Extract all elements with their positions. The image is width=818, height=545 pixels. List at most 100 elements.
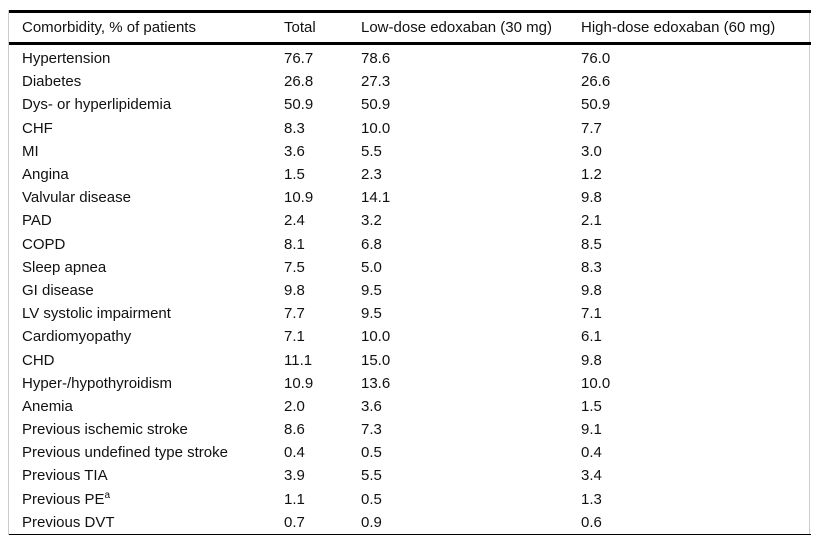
high-dose-cell: 76.0 — [581, 50, 611, 68]
table-row: MI 3.6 5.5 3.0 — [9, 140, 811, 163]
high-dose-cell: 9.8 — [581, 351, 602, 369]
low-dose-cell: 78.6 — [361, 50, 391, 68]
table-row: CHD 11.1 15.0 9.8 — [9, 348, 811, 371]
low-dose-cell: 5.5 — [361, 467, 382, 485]
total-cell: 8.1 — [284, 235, 305, 253]
total-cell: 0.7 — [284, 513, 305, 531]
high-dose-cell: 9.8 — [581, 281, 602, 299]
low-dose-cell: 0.5 — [361, 490, 382, 508]
low-dose-cell: 9.5 — [361, 305, 382, 323]
table-row: GI disease 9.8 9.5 9.8 — [9, 279, 811, 302]
total-cell: 50.9 — [284, 96, 314, 114]
total-cell: 2.0 — [284, 397, 305, 415]
table-body: Hypertension 76.7 78.6 76.0 Diabetes 26.8 27.3… — [9, 44, 811, 535]
high-dose-cell: 1.2 — [581, 166, 602, 184]
comorbidity-cell: Previous PEa — [22, 489, 111, 508]
low-dose-cell: 7.3 — [361, 421, 382, 439]
low-dose-cell: 27.3 — [361, 73, 391, 91]
total-cell: 10.9 — [284, 374, 314, 392]
table-row: Sleep apnea 7.5 5.0 8.3 — [9, 256, 811, 279]
total-cell: 7.1 — [284, 328, 305, 346]
low-dose-cell: 10.0 — [361, 119, 391, 137]
column-header-low-dose: Low-dose edoxaban (30 mg) — [348, 10, 568, 45]
table-row: Previous TIA 3.9 5.5 3.4 — [9, 464, 811, 487]
high-dose-cell: 3.0 — [581, 142, 602, 160]
high-dose-cell: 10.0 — [581, 374, 611, 392]
high-dose-cell: 8.5 — [581, 235, 602, 253]
low-dose-cell: 50.9 — [361, 96, 391, 114]
high-dose-cell: 1.3 — [581, 490, 602, 508]
high-dose-cell: 9.1 — [581, 421, 602, 439]
table-header: Comorbidity, % of patients Total Low-dos… — [9, 10, 811, 45]
comorbidity-cell: Dys- or hyperlipidemia — [22, 96, 172, 114]
high-dose-cell: 7.7 — [581, 119, 602, 137]
low-dose-cell: 0.5 — [361, 444, 382, 462]
total-cell: 2.4 — [284, 212, 305, 230]
comorbidity-cell: COPD — [22, 235, 66, 253]
comorbidity-cell: Previous undefined type stroke — [22, 444, 228, 462]
table-row: Hypertension 76.7 78.6 76.0 — [9, 44, 811, 71]
table-row: LV systolic impairment 7.7 9.5 7.1 — [9, 302, 811, 325]
total-cell: 1.1 — [284, 490, 305, 508]
column-header-high-dose: High-dose edoxaban (60 mg) — [568, 10, 811, 45]
comorbidity-cell: Cardiomyopathy — [22, 328, 132, 346]
comorbidity-cell: CHD — [22, 351, 55, 369]
table-row: COPD 8.1 6.8 8.5 — [9, 233, 811, 256]
comorbidity-cell: Previous TIA — [22, 467, 108, 485]
comorbidity-cell: GI disease — [22, 281, 94, 299]
comorbidity-cell: PAD — [22, 212, 52, 230]
comorbidity-cell: Angina — [22, 166, 69, 184]
total-cell: 9.8 — [284, 281, 305, 299]
comorbidity-table: Comorbidity, % of patients Total Low-dos… — [9, 10, 811, 535]
column-header-total: Total — [271, 10, 348, 45]
total-cell: 0.4 — [284, 444, 305, 462]
table-row: Diabetes 26.8 27.3 26.6 — [9, 70, 811, 93]
comorbidity-cell: Sleep apnea — [22, 258, 107, 276]
table-header-row: Comorbidity, % of patients Total Low-dos… — [9, 10, 811, 45]
total-cell: 26.8 — [284, 73, 314, 91]
low-dose-cell: 3.6 — [361, 397, 382, 415]
table-row: CHF 8.3 10.0 7.7 — [9, 117, 811, 140]
comorbidity-cell: LV systolic impairment — [22, 305, 171, 323]
high-dose-cell: 26.6 — [581, 73, 611, 91]
high-dose-cell: 9.8 — [581, 189, 602, 207]
high-dose-cell: 3.4 — [581, 467, 602, 485]
table-row: Previous undefined type stroke 0.4 0.5 0.4 — [9, 441, 811, 464]
table-row: Valvular disease 10.9 14.1 9.8 — [9, 186, 811, 209]
high-dose-cell: 6.1 — [581, 328, 602, 346]
low-dose-cell: 15.0 — [361, 351, 391, 369]
table-row: Hyper-/hypothyroidism 10.9 13.6 10.0 — [9, 372, 811, 395]
total-cell: 8.6 — [284, 421, 305, 439]
high-dose-cell: 0.6 — [581, 513, 602, 531]
total-cell: 3.9 — [284, 467, 305, 485]
total-cell: 1.5 — [284, 166, 305, 184]
total-cell: 76.7 — [284, 50, 314, 68]
low-dose-cell: 5.5 — [361, 142, 382, 160]
comorbidity-cell: Previous DVT — [22, 513, 115, 531]
total-cell: 10.9 — [284, 189, 314, 207]
comorbidity-cell: CHF — [22, 119, 53, 137]
low-dose-cell: 2.3 — [361, 166, 382, 184]
total-cell: 8.3 — [284, 119, 305, 137]
high-dose-cell: 0.4 — [581, 444, 602, 462]
table-row: Previous DVT 0.7 0.9 0.6 — [9, 511, 811, 535]
table-row: Previous PEa 1.1 0.5 1.3 — [9, 488, 811, 511]
table-row: Anemia 2.0 3.6 1.5 — [9, 395, 811, 418]
comorbidity-cell: MI — [22, 142, 39, 160]
comorbidity-cell: Hyper-/hypothyroidism — [22, 374, 173, 392]
low-dose-cell: 3.2 — [361, 212, 382, 230]
comorbidity-cell: Diabetes — [22, 73, 82, 91]
comorbidity-cell: Anemia — [22, 397, 73, 415]
total-cell: 7.5 — [284, 258, 305, 276]
comorbidity-cell: Previous ischemic stroke — [22, 421, 188, 439]
high-dose-cell: 2.1 — [581, 212, 602, 230]
high-dose-cell: 1.5 — [581, 397, 602, 415]
table-row: Cardiomyopathy 7.1 10.0 6.1 — [9, 325, 811, 348]
total-cell: 11.1 — [284, 351, 313, 369]
table-row: Previous ischemic stroke 8.6 7.3 9.1 — [9, 418, 811, 441]
footnote-marker: a — [104, 489, 111, 501]
low-dose-cell: 0.9 — [361, 513, 382, 531]
high-dose-cell: 8.3 — [581, 258, 602, 276]
comorbidity-cell: Hypertension — [22, 50, 111, 68]
low-dose-cell: 13.6 — [361, 374, 391, 392]
